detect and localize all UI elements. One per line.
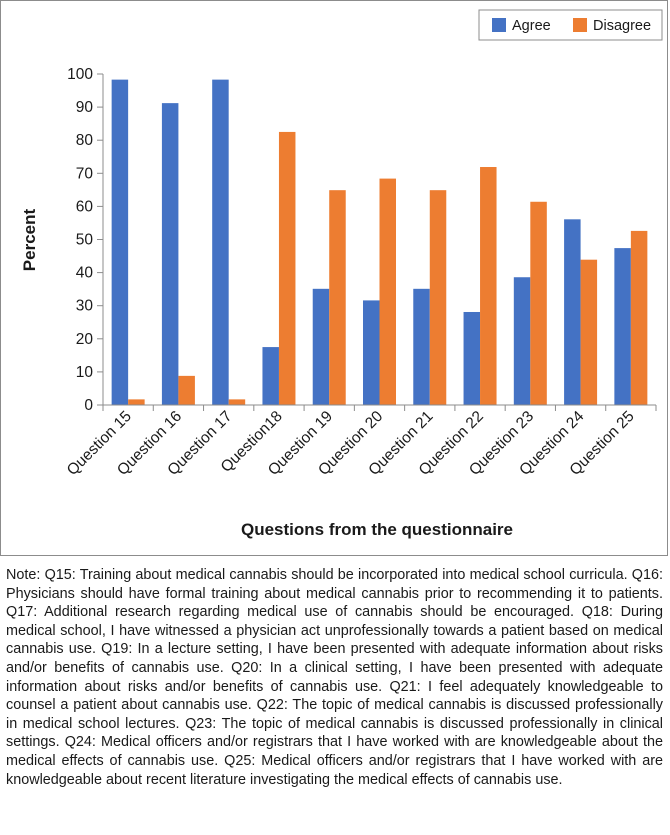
- bar-agree-5: [312, 288, 330, 405]
- y-tick-label: 20: [76, 331, 94, 348]
- x-axis-title: Questions from the questionnaire: [241, 520, 513, 539]
- bar-agree-4: [262, 347, 279, 405]
- y-tick-label: 30: [76, 298, 94, 315]
- figure-frame: [0, 0, 668, 556]
- y-tick-label: 90: [76, 99, 94, 116]
- legend-label-disagree: Disagree: [593, 18, 651, 34]
- bar-agree-6: [363, 300, 380, 405]
- bar-agree-3: [212, 79, 229, 405]
- bar-disagree-1: [128, 399, 145, 405]
- bar-agree-10: [564, 219, 581, 405]
- legend-swatch-agree: [492, 18, 506, 32]
- y-tick-label: 60: [76, 198, 94, 215]
- y-tick-label: 100: [67, 66, 93, 83]
- bar-disagree-4: [278, 131, 296, 406]
- y-tick-label: 50: [76, 232, 94, 249]
- bar-disagree-5: [329, 190, 346, 405]
- bar-disagree-3: [228, 399, 246, 405]
- chart-legend: Agree Disagree: [478, 9, 663, 41]
- bar-disagree-7: [429, 190, 447, 405]
- bar-agree-11: [614, 248, 631, 405]
- bar-agree-8: [463, 311, 481, 405]
- bar-agree-9: [513, 277, 531, 405]
- bar-chart: Agree Disagree Percent Questions from th…: [20, 9, 663, 539]
- y-tick-label: 0: [84, 397, 93, 414]
- y-tick-label: 70: [76, 165, 94, 182]
- bar-agree-2: [161, 103, 179, 406]
- bar-disagree-8: [480, 167, 497, 405]
- bar-disagree-6: [379, 178, 396, 405]
- y-tick-label: 10: [76, 364, 94, 381]
- legend-swatch-disagree: [573, 18, 587, 32]
- bar-disagree-2: [178, 375, 195, 405]
- bar-disagree-9: [530, 201, 547, 405]
- figure-note: Note: Q15: Training about medical cannab…: [6, 567, 663, 788]
- y-tick-label: 80: [76, 132, 94, 149]
- bar-disagree-10: [580, 259, 598, 405]
- y-axis-title: Percent: [20, 208, 39, 271]
- bar-disagree-11: [630, 230, 648, 405]
- y-tick-label: 40: [76, 265, 94, 282]
- bar-agree-1: [111, 79, 129, 405]
- bar-agree-7: [413, 288, 430, 405]
- legend-box: [478, 9, 663, 41]
- legend-label-agree: Agree: [512, 18, 551, 34]
